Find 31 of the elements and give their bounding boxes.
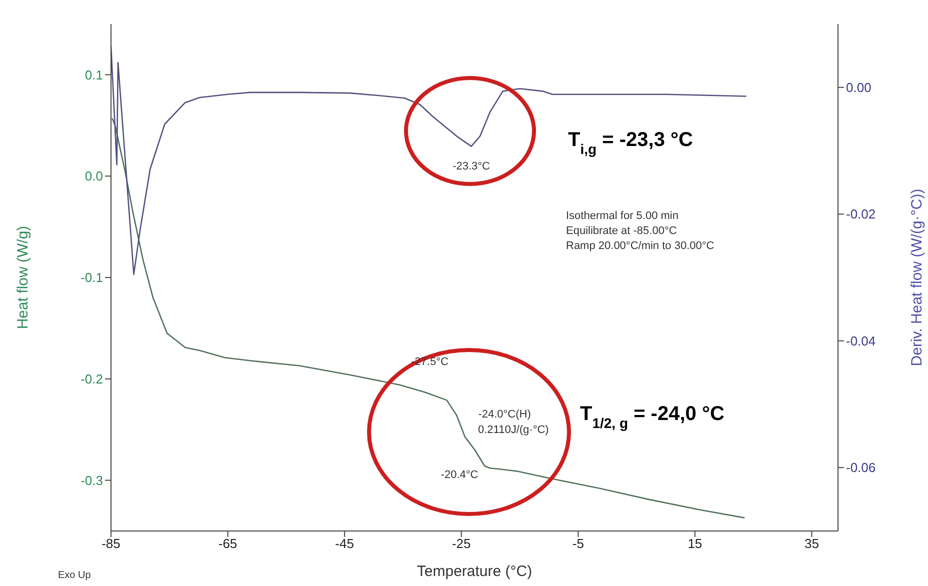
annotation: Isothermal for 5.00 min xyxy=(566,210,678,222)
annotation: Ramp 20.00°C/min to 30.00°C xyxy=(566,240,714,252)
x-tick-label: 35 xyxy=(804,536,819,552)
y-tick-label: -0.2 xyxy=(80,372,103,387)
annotation: 0.2110J/(g·°C) xyxy=(478,424,549,436)
annotation: T$_{i,g}$ = -23,3 °C xyxy=(568,129,693,157)
y-tick-label: -0.1 xyxy=(80,270,103,286)
annotation: -23.3°C xyxy=(452,160,490,173)
x-tick-label: -5 xyxy=(572,536,584,552)
y2-axis-title: Deriv. Heat flow (W/(g·°C)) xyxy=(908,188,926,366)
x-tick-label: -25 xyxy=(452,536,471,552)
y-tick-label: 0.0 xyxy=(84,168,103,184)
annotation: T$_{1/2, g}$ = -24,0 °C xyxy=(580,403,724,431)
text: Exo Up xyxy=(58,570,92,581)
y-axis-title: Heat flow (W/g) xyxy=(14,226,32,330)
y2-tick-label: 0.00 xyxy=(846,80,872,95)
annotation: -20.4°C xyxy=(440,469,478,482)
y-tick-label: 0.1 xyxy=(84,67,103,82)
line-series xyxy=(111,46,747,275)
x-tick-label: -85 xyxy=(102,536,120,552)
annotation: Equilibrate at -85.00°C xyxy=(566,225,677,237)
line-series xyxy=(112,118,746,518)
y-tick-label: -0.3 xyxy=(80,472,103,488)
x-tick-label: -65 xyxy=(218,536,238,552)
y2-tick-label: -0.02 xyxy=(846,206,876,222)
x-axis-title: Temperature (°C) xyxy=(416,563,532,580)
x-tick-label: 15 xyxy=(688,536,702,552)
annotation: -24.0°C(H) xyxy=(478,408,531,421)
y2-tick-label: -0.04 xyxy=(846,333,876,348)
y2-tick-label: -0.06 xyxy=(846,460,876,476)
x-tick-label: -45 xyxy=(335,536,354,552)
